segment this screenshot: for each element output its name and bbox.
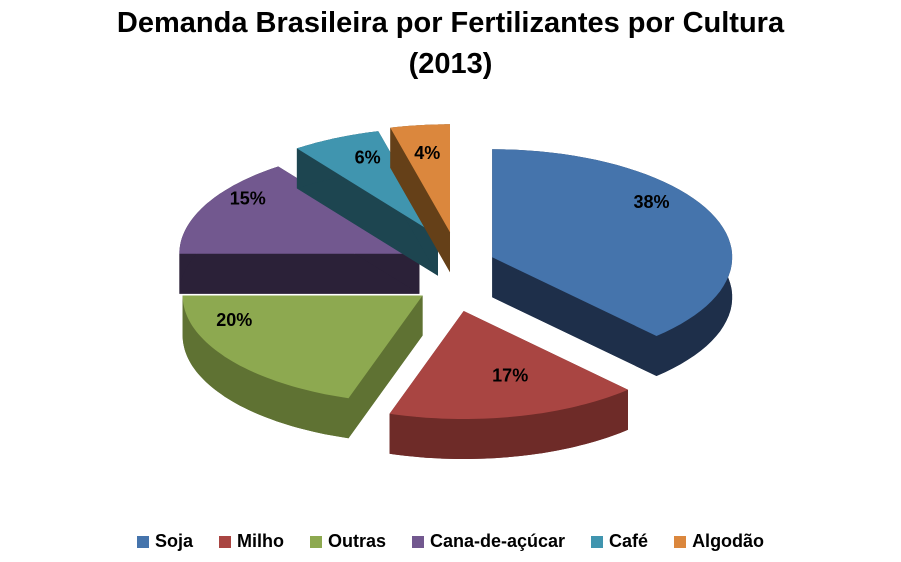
pie-slice-outras [182,295,423,439]
data-label-algodao: 4% [414,143,440,163]
legend-swatch-algodao [674,535,687,548]
legend-label-algodao: Algodão [692,531,765,551]
slice-top [182,295,423,399]
slice-edge-wall [179,253,420,294]
pie-slice-algodao [390,124,450,273]
legend-label-milho: Milho [236,531,284,551]
legend-label-cafe: Café [609,531,649,551]
data-label-outras: 20% [216,310,252,330]
data-label-cana-de-acucar: 15% [230,189,266,209]
legend-label-cana-de-acucar: Cana-de-açúcar [429,531,566,551]
pie-slice-soja [492,149,733,376]
slice-edge-wall [492,257,657,376]
legend-swatch-outras [309,535,322,548]
slice-rim-wall [389,389,628,459]
chart-title-line1: Demanda Brasileira por Fertilizantes por… [116,7,785,39]
legend-swatch-soja [136,535,149,548]
slice-top [296,131,438,236]
legend-item-algodao: Algodão [674,531,764,552]
chart-title-line2: (2013) [408,47,493,80]
legend-swatch-cafe [591,535,604,548]
legend-item-outras: Outras [309,531,386,552]
data-label-soja: 38% [633,192,669,212]
legend-swatch-milho [218,535,231,548]
legend-label-soja: Soja [154,531,193,551]
chart-legend: Soja Milho Outras Cana-de-açúcar Café Algodão [0,531,901,552]
legend-label-outras: Outras [327,531,386,551]
slice-top [179,166,420,254]
legend-swatch-cana-de-acucar [411,535,424,548]
slice-top [389,311,628,419]
slice-top [492,149,733,336]
legend-item-cafe: Café [591,531,648,552]
slice-top [390,124,450,233]
pie-slice-cafe [296,131,438,276]
legend-item-milho: Milho [218,531,284,552]
slice-edge-wall [296,148,438,276]
pie-slice-cana-de-acucar [179,166,420,294]
chart-title: Demanda Brasileira por Fertilizantes por… [0,3,901,84]
slice-rim-wall [182,295,349,439]
legend-item-cana-de-acucar: Cana-de-açúcar [411,531,566,552]
legend-item-soja: Soja [136,531,193,552]
pie-slice-milho [389,311,628,459]
data-label-milho: 17% [492,366,528,386]
data-label-cafe: 6% [355,148,381,168]
